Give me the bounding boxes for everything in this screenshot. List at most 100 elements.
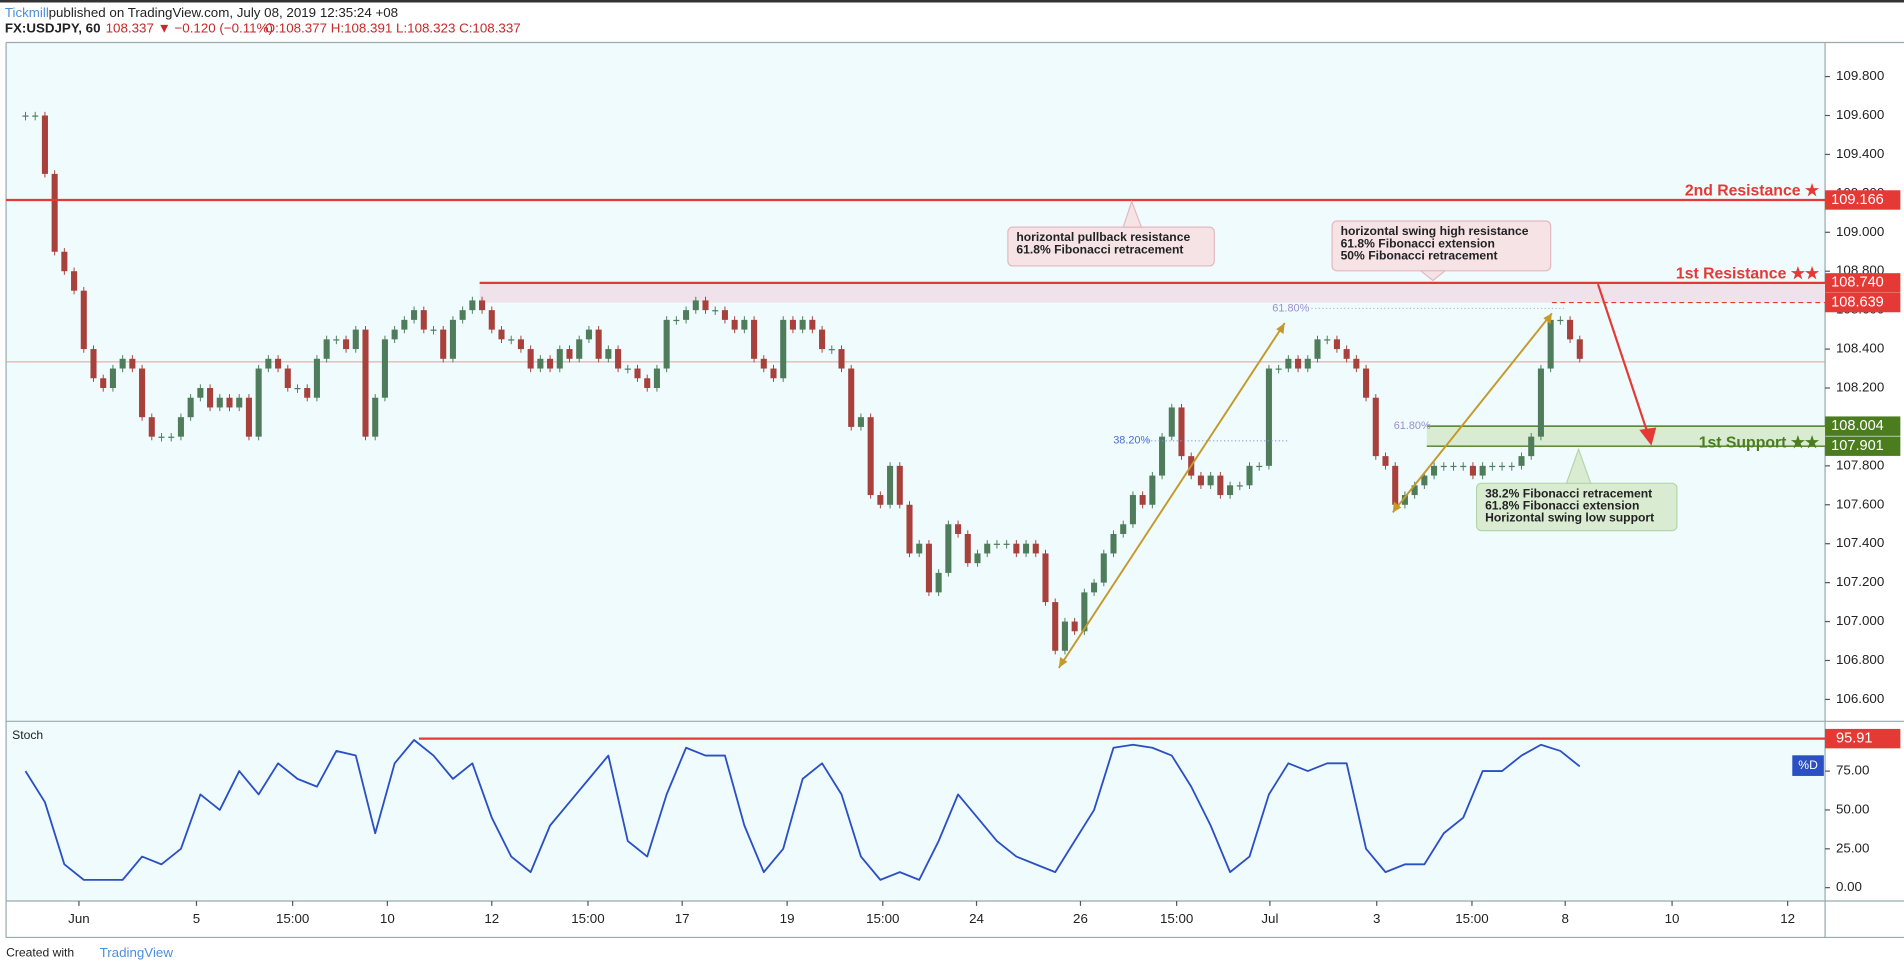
y-tick-label: 109.000 <box>1836 224 1884 239</box>
candle <box>877 495 884 505</box>
arrow-head <box>1276 323 1285 334</box>
note-pointer <box>1122 199 1143 228</box>
resistance-zone <box>479 282 1826 303</box>
candle <box>304 387 311 398</box>
candle <box>1100 553 1107 583</box>
candle <box>1091 582 1098 593</box>
candle <box>955 524 962 534</box>
candle <box>517 339 524 350</box>
candle <box>488 310 495 330</box>
price-tag <box>1825 292 1901 313</box>
candle <box>265 358 272 369</box>
note-text: 61.8% Fibonacci retracement <box>1016 242 1183 256</box>
candle <box>1197 475 1204 486</box>
candle <box>799 319 806 330</box>
candle <box>1265 368 1272 466</box>
candle <box>51 173 58 252</box>
candle <box>352 329 359 350</box>
level-name: 2nd Resistance ★ <box>1685 183 1820 200</box>
note-text: 61.8% Fibonacci extension <box>1341 236 1495 250</box>
candle <box>1139 495 1146 505</box>
candle <box>129 358 136 369</box>
x-tick-label: 8 <box>1562 911 1569 926</box>
candle <box>828 349 835 351</box>
pane-title: Stoch <box>12 728 43 742</box>
candle <box>1120 524 1127 534</box>
y-tick-label: 108.400 <box>1836 341 1884 356</box>
candle <box>653 368 660 388</box>
price-tag-label: 109.166 <box>1831 192 1884 208</box>
candle <box>430 329 437 331</box>
candle <box>1071 621 1078 632</box>
fib-label: 38.20% <box>1113 435 1150 447</box>
arrow-head <box>1639 427 1657 446</box>
candle <box>469 300 476 311</box>
candle <box>207 387 214 408</box>
candle <box>974 553 981 564</box>
candle <box>644 378 651 388</box>
candle <box>313 358 320 398</box>
published: published on TradingView.com, July 08, 2… <box>49 5 399 20</box>
candle <box>1178 407 1185 457</box>
candle <box>547 358 554 369</box>
x-tick-label: 19 <box>780 911 795 926</box>
candle <box>964 533 971 564</box>
candle <box>323 339 330 359</box>
x-tick-label: 5 <box>193 911 200 926</box>
candle <box>1508 465 1515 468</box>
candle <box>780 319 787 379</box>
candle <box>984 543 991 554</box>
candle <box>585 329 592 340</box>
candle <box>1431 465 1438 476</box>
candle <box>168 436 175 438</box>
candle <box>731 319 738 330</box>
candle <box>294 387 301 390</box>
price-tag-label: 108.639 <box>1831 294 1884 310</box>
candle <box>1207 475 1214 486</box>
candle <box>362 329 369 437</box>
candle <box>1217 475 1224 496</box>
x-tick-label: 12 <box>1780 911 1795 926</box>
candle <box>1256 465 1263 468</box>
y-tick-label: 109.600 <box>1836 107 1884 122</box>
candle <box>158 436 165 438</box>
candle <box>993 543 1000 545</box>
candle <box>770 368 777 379</box>
candle <box>1343 349 1350 359</box>
candle <box>1304 358 1311 369</box>
candle <box>1032 543 1039 554</box>
candle <box>1333 339 1340 350</box>
candle <box>226 397 233 408</box>
candle <box>867 417 874 496</box>
note-text: 38.2% Fibonacci retracement <box>1485 486 1652 500</box>
note-pointer <box>1565 447 1592 484</box>
candle <box>284 368 291 388</box>
candle <box>838 349 845 369</box>
arrow-head <box>1392 501 1402 513</box>
candle <box>1314 339 1321 359</box>
price-tag-label: 107.901 <box>1831 438 1884 454</box>
candle <box>1042 553 1049 603</box>
fib-label: 61.80% <box>1394 420 1431 432</box>
y-tick-label: 106.800 <box>1836 652 1884 667</box>
x-tick-label: 10 <box>1665 911 1680 926</box>
x-tick-label: 26 <box>1073 911 1088 926</box>
candle <box>819 329 826 350</box>
candle <box>1168 407 1175 437</box>
candle <box>751 319 758 359</box>
candle <box>692 300 699 311</box>
candle <box>741 319 748 330</box>
candle <box>712 310 719 312</box>
price-tag <box>1825 273 1901 293</box>
stoch-line <box>24 739 1581 881</box>
candle <box>857 417 864 427</box>
candle <box>1295 358 1302 369</box>
candle <box>1227 485 1234 496</box>
author: Tickmill <box>5 5 49 20</box>
y-tick-label: 109.800 <box>1836 68 1884 83</box>
candle <box>90 349 97 379</box>
candle <box>848 368 855 427</box>
candle <box>1129 495 1136 525</box>
candle <box>537 358 544 369</box>
y-tick-label: 107.000 <box>1836 613 1884 628</box>
